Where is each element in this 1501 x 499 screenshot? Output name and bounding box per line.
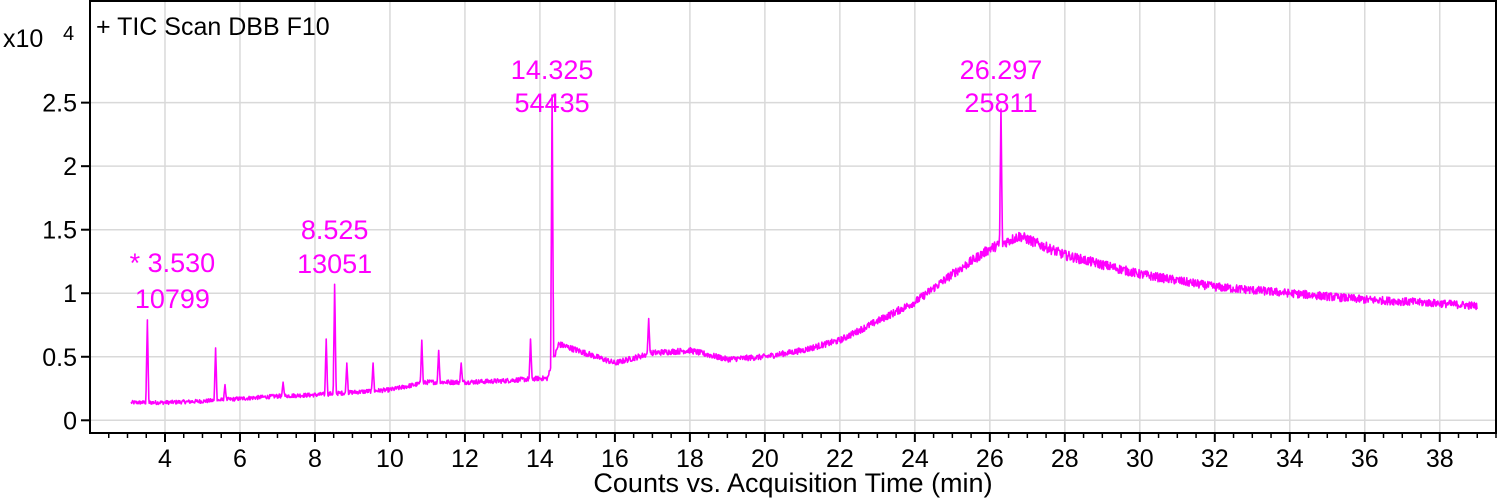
x-axis-title: Counts vs. Acquisition Time (min) xyxy=(593,468,992,498)
plot-title: + TIC Scan DBB F10 xyxy=(96,13,330,41)
x-tick-label: 10 xyxy=(376,445,404,473)
x-tick-label: 22 xyxy=(826,445,854,473)
y-multiplier-label: x10 xyxy=(3,25,43,53)
peak-count-label: 10799 xyxy=(135,284,210,314)
tic-series-line xyxy=(130,94,1478,406)
peak-count-label: 54435 xyxy=(515,88,590,118)
peak-count-label: 25811 xyxy=(964,88,1037,118)
x-tick-label: 28 xyxy=(1051,445,1079,473)
x-tick-label: 6 xyxy=(233,445,247,473)
series-trace xyxy=(130,94,1478,406)
x-tick-label: 30 xyxy=(1126,445,1154,473)
x-tick-label: 4 xyxy=(158,445,172,473)
x-tick-label: 16 xyxy=(601,445,629,473)
x-tick-label: 14 xyxy=(526,445,554,473)
x-tick-label: 36 xyxy=(1351,445,1379,473)
x-tick-label: 34 xyxy=(1276,445,1304,473)
y-tick-label: 2 xyxy=(63,153,77,181)
peak-time-label: 14.325 xyxy=(511,55,594,85)
x-tick-label: 8 xyxy=(308,445,322,473)
plot-frame xyxy=(89,0,1497,434)
y-exponent-label: 4 xyxy=(63,23,74,45)
peak-time-label: * 3.530 xyxy=(130,248,216,278)
y-axis: 0 0.5 1 1.5 2 2.5 xyxy=(42,90,90,435)
y-tick-label: 2.5 xyxy=(42,90,77,118)
x-axis: 4 6 8 10 12 14 16 18 20 22 24 26 28 30 32 34 36 38 xyxy=(107,433,1497,473)
x-tick-label: 20 xyxy=(751,445,779,473)
x-tick-label: 18 xyxy=(676,445,704,473)
x-tick-label: 12 xyxy=(451,445,479,473)
y-tick-label: 1.5 xyxy=(42,217,77,245)
x-tick-label: 24 xyxy=(901,445,929,473)
x-tick-label: 32 xyxy=(1201,445,1229,473)
y-tick-label: 0 xyxy=(63,407,77,435)
y-tick-label: 1 xyxy=(63,280,77,308)
peak-time-label: 8.525 xyxy=(301,215,369,245)
peak-time-label: 26.297 xyxy=(960,55,1043,85)
x-tick-label: 26 xyxy=(976,445,1004,473)
x-tick-label: 38 xyxy=(1426,445,1454,473)
peak-count-label: 13051 xyxy=(297,249,372,279)
y-tick-label: 0.5 xyxy=(42,344,77,372)
grid-lines xyxy=(90,1,1496,433)
